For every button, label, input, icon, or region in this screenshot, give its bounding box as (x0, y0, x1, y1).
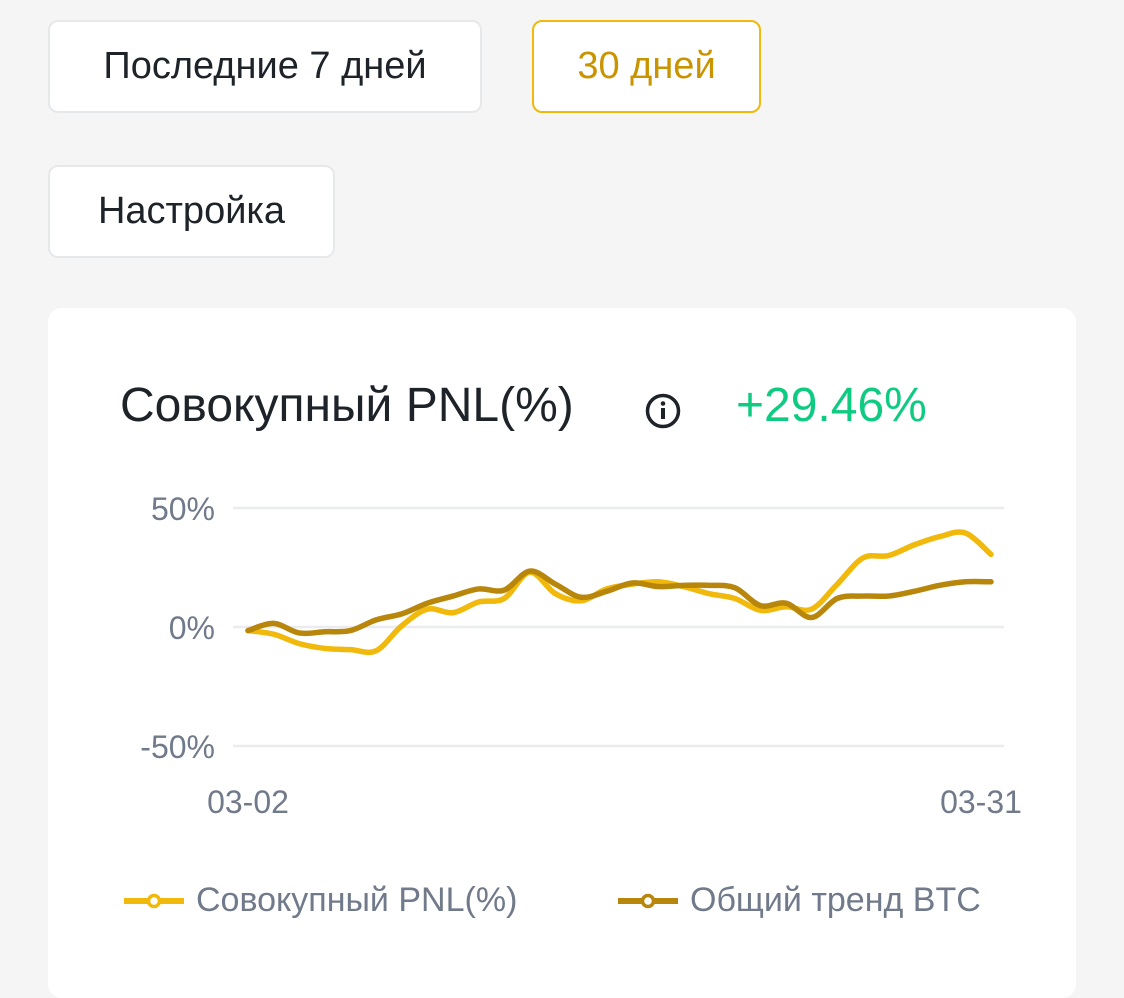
btc-legend-marker-icon (618, 893, 678, 908)
y-tick-label: 50% (151, 491, 215, 527)
y-tick-label: -50% (140, 729, 215, 765)
x-tick-label: 03-31 (940, 784, 1022, 820)
pnl-chart-card: Совокупный PNL(%) +29.46% 50% 0% -50% 03-02… (48, 308, 1076, 998)
series-line-btc (245, 568, 994, 637)
pnl-line-chart: 50% 0% -50% 03-02 03-31 (140, 491, 1022, 820)
legend-item-pnl[interactable]: Совокупный PNL(%) (124, 881, 517, 920)
pnl-value: +29.46% (736, 379, 927, 432)
last-7-days-button[interactable]: Последние 7 дней (48, 20, 482, 113)
card-title: Совокупный PNL(%) (120, 379, 574, 432)
y-tick-label: 0% (169, 610, 215, 646)
info-icon[interactable] (644, 392, 682, 430)
pnl-legend-marker-icon (124, 893, 184, 908)
custom-period-button[interactable]: Настройка (48, 165, 335, 258)
series-line-pnl (245, 529, 994, 656)
30-days-button[interactable]: 30 дней (532, 20, 761, 113)
x-tick-label: 03-02 (207, 784, 289, 820)
legend-label-pnl: Совокупный PNL(%) (196, 881, 518, 919)
legend-label-btc: Общий тренд BTC (690, 881, 981, 919)
legend-item-btc[interactable]: Общий тренд BTC (618, 881, 981, 920)
